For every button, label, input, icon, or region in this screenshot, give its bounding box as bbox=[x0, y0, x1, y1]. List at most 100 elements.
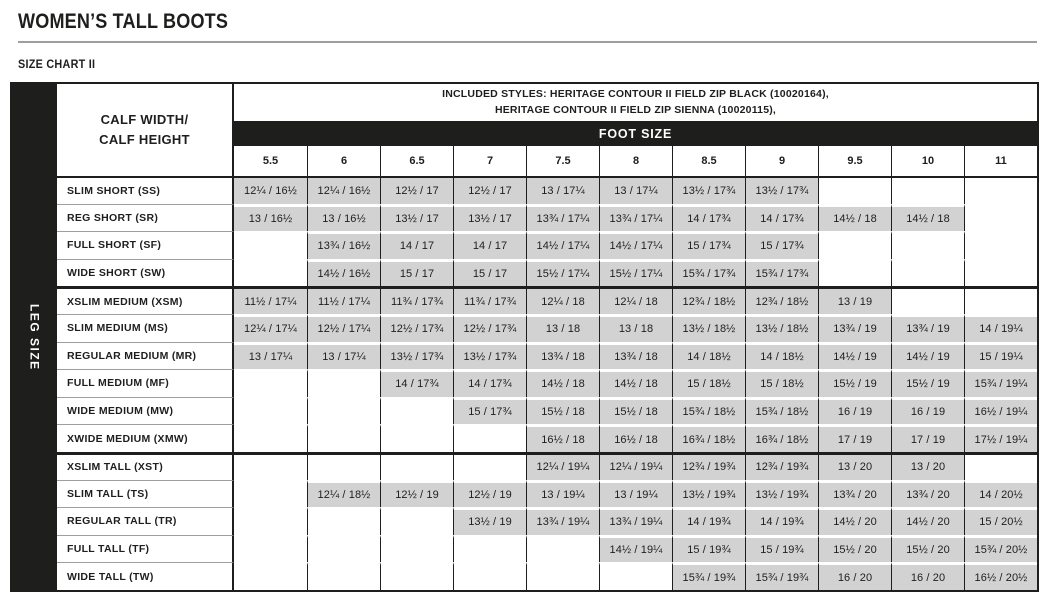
size-cell: 15 / 19¼ bbox=[964, 341, 1037, 370]
size-cell: 13 / 17¼ bbox=[234, 341, 307, 370]
size-cell: 17½ / 19¼ bbox=[964, 424, 1037, 452]
size-cell: 15½ / 19 bbox=[891, 369, 964, 397]
page-title: WOMEN’S TALL BOOTS bbox=[18, 10, 229, 33]
size-cell: 15¾ / 19¼ bbox=[964, 369, 1037, 397]
size-cell-empty bbox=[307, 396, 380, 425]
size-cell: 15¾ / 18½ bbox=[745, 396, 818, 425]
size-cell-empty bbox=[891, 286, 964, 314]
size-cell: 12¾ / 18½ bbox=[745, 286, 818, 314]
size-cell-empty bbox=[526, 562, 599, 590]
foot-size-header: FOOT SIZE bbox=[234, 121, 1037, 146]
size-cell: 11¾ / 17¾ bbox=[380, 286, 453, 314]
size-cell-empty bbox=[526, 534, 599, 563]
row-label: FULL TALL (TF) bbox=[57, 534, 234, 563]
column-header: 11 bbox=[964, 146, 1037, 176]
size-cell: 13½ / 17 bbox=[453, 203, 526, 232]
size-cell: 11½ / 17¼ bbox=[234, 286, 307, 314]
size-cell-empty bbox=[599, 562, 672, 590]
size-cell: 17 / 19 bbox=[818, 424, 891, 452]
size-cell-empty bbox=[891, 258, 964, 287]
size-cell: 15 / 17¾ bbox=[745, 231, 818, 259]
size-cell: 12½ / 17¾ bbox=[453, 313, 526, 342]
size-cell: 13¾ / 20 bbox=[891, 479, 964, 508]
size-cell: 15½ / 18 bbox=[526, 396, 599, 425]
size-cell-empty bbox=[891, 176, 964, 204]
included-styles-line1: INCLUDED STYLES: HERITAGE CONTOUR II FIE… bbox=[442, 87, 829, 100]
size-cell: 15 / 19¾ bbox=[672, 534, 745, 563]
size-cell: 12¾ / 19¾ bbox=[745, 451, 818, 480]
size-cell: 15 / 17¾ bbox=[672, 231, 745, 259]
size-cell: 13 / 18 bbox=[599, 313, 672, 342]
size-cell: 13 / 19¼ bbox=[526, 479, 599, 508]
size-cell: 12¼ / 16½ bbox=[234, 176, 307, 204]
size-cell-empty bbox=[453, 451, 526, 480]
row-label: WIDE TALL (TW) bbox=[57, 562, 234, 590]
size-cell: 12¼ / 18½ bbox=[307, 479, 380, 508]
size-cell: 13½ / 19¾ bbox=[745, 479, 818, 508]
row-label: FULL SHORT (SF) bbox=[57, 231, 234, 259]
size-cell-empty bbox=[234, 396, 307, 425]
size-cell: 16 / 19 bbox=[818, 396, 891, 425]
size-cell: 14½ / 20 bbox=[891, 507, 964, 535]
size-cell: 16½ / 18 bbox=[526, 424, 599, 452]
size-cell: 13½ / 17¾ bbox=[745, 176, 818, 204]
size-cell: 13½ / 18½ bbox=[672, 313, 745, 342]
size-cell-empty bbox=[234, 258, 307, 287]
size-cell: 14½ / 16½ bbox=[307, 258, 380, 287]
size-cell: 13¾ / 17¼ bbox=[599, 203, 672, 232]
size-cell-empty bbox=[380, 507, 453, 535]
size-cell-empty bbox=[307, 369, 380, 397]
column-header: 9.5 bbox=[818, 146, 891, 176]
size-chart-table: LEG SIZE CALF WIDTH/ CALF HEIGHT INCLUDE… bbox=[10, 82, 1039, 592]
size-cell-empty bbox=[234, 451, 307, 480]
size-cell: 14½ / 18 bbox=[891, 203, 964, 232]
size-cell: 12¼ / 18 bbox=[599, 286, 672, 314]
size-cell: 13 / 19¼ bbox=[599, 479, 672, 508]
size-cell-empty bbox=[380, 424, 453, 452]
row-label: XWIDE MEDIUM (XMW) bbox=[57, 424, 234, 452]
size-cell: 15½ / 18 bbox=[599, 396, 672, 425]
size-cell: 13½ / 17¾ bbox=[453, 341, 526, 370]
size-cell-empty bbox=[380, 451, 453, 480]
size-cell: 15½ / 19 bbox=[818, 369, 891, 397]
size-cell: 15 / 17 bbox=[453, 258, 526, 287]
row-label: WIDE SHORT (SW) bbox=[57, 258, 234, 287]
included-styles-line2: HERITAGE CONTOUR II FIELD ZIP SIENNA (10… bbox=[494, 103, 777, 116]
size-cell: 14½ / 19 bbox=[891, 341, 964, 370]
size-cell: 13 / 20 bbox=[891, 451, 964, 480]
size-cell: 12¼ / 16½ bbox=[307, 176, 380, 204]
size-cell: 14½ / 19 bbox=[818, 341, 891, 370]
row-label: SLIM MEDIUM (MS) bbox=[57, 313, 234, 342]
size-cell: 13 / 17¼ bbox=[599, 176, 672, 204]
size-cell-empty bbox=[964, 176, 1037, 204]
size-cell: 13¾ / 20 bbox=[818, 479, 891, 508]
size-cell: 16 / 20 bbox=[891, 562, 964, 590]
size-cell: 12½ / 17¾ bbox=[380, 313, 453, 342]
size-cell-empty bbox=[453, 534, 526, 563]
size-cell: 15 / 18½ bbox=[672, 369, 745, 397]
column-header: 6.5 bbox=[380, 146, 453, 176]
size-cell: 15½ / 20 bbox=[818, 534, 891, 563]
size-cell: 16½ / 19¼ bbox=[964, 396, 1037, 425]
size-cell: 12¾ / 19¾ bbox=[672, 451, 745, 480]
size-cell: 13 / 19 bbox=[818, 286, 891, 314]
size-cell: 12½ / 17 bbox=[453, 176, 526, 204]
size-cell: 13 / 17¼ bbox=[307, 341, 380, 370]
size-cell: 16¾ / 18½ bbox=[745, 424, 818, 452]
size-cell: 13¾ / 19¼ bbox=[599, 507, 672, 535]
size-cell-empty bbox=[818, 258, 891, 287]
size-cell: 12½ / 17¼ bbox=[307, 313, 380, 342]
size-cell: 12¼ / 19¼ bbox=[599, 451, 672, 480]
row-label: FULL MEDIUM (MF) bbox=[57, 369, 234, 397]
size-cell: 13¾ / 18 bbox=[599, 341, 672, 370]
size-cell-empty bbox=[234, 369, 307, 397]
size-cell: 11½ / 17¼ bbox=[307, 286, 380, 314]
row-label: XSLIM TALL (XST) bbox=[57, 451, 234, 480]
leg-size-bar: LEG SIZE bbox=[12, 84, 57, 590]
size-cell: 15¾ / 17¾ bbox=[672, 258, 745, 287]
size-cell: 14 / 20½ bbox=[964, 479, 1037, 508]
size-cell: 14 / 18½ bbox=[672, 341, 745, 370]
leg-size-label: LEG SIZE bbox=[27, 303, 42, 371]
chart-subtitle: SIZE CHART II bbox=[18, 57, 96, 71]
size-cell-empty bbox=[380, 562, 453, 590]
